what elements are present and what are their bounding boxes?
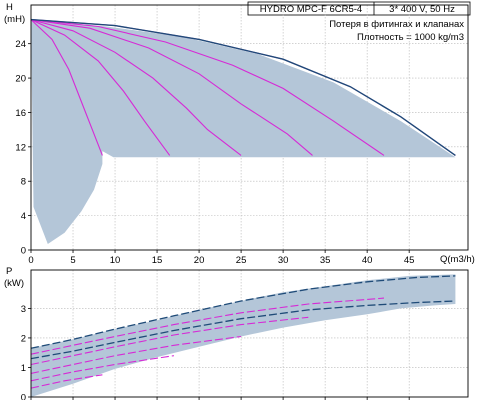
operating-area <box>31 19 456 244</box>
x-tick-label: 25 <box>236 255 247 266</box>
header-note-fittings: Потеря в фитингах и клапанах <box>329 19 464 30</box>
power-axis-label-p: P <box>6 266 12 277</box>
head-chart-axes: 0 5 10 15 20 25 30 35 40 45 0 4 8 12 16 20 24 <box>15 4 469 266</box>
y-tick-label: 2 <box>21 333 26 344</box>
y-tick-label: 0 <box>21 393 26 401</box>
curve-series-2 <box>30 19 171 156</box>
y-tick-label: 8 <box>21 177 26 188</box>
y-tick-label: 4 <box>21 211 26 222</box>
y-tick-label: 24 <box>15 39 26 50</box>
x-tick-label: 35 <box>320 255 331 266</box>
curve-series-3 <box>30 297 385 355</box>
x-tick-label: 30 <box>278 255 289 266</box>
curve-series-5 <box>30 335 242 374</box>
x-tick-label: 20 <box>194 255 205 266</box>
curve-series-3 <box>30 19 242 156</box>
head-chart-curves <box>30 18 456 156</box>
x-tick-label: 40 <box>362 255 373 266</box>
curve-series-7 <box>30 374 103 389</box>
curve-series-1 <box>30 19 103 156</box>
header-supply: 3* 400 V, 50 Hz <box>389 4 455 15</box>
curve-envelope-edge <box>30 18 456 156</box>
head-axis-label-q: Q(m3/h) <box>440 254 475 265</box>
y-tick-label: 0 <box>21 246 26 257</box>
curve-series-1 <box>30 275 456 349</box>
y-tick-label: 3 <box>21 304 26 315</box>
power-axis-label-unit: (kW) <box>4 278 24 289</box>
y-tick-label: 16 <box>15 108 26 119</box>
x-tick-label: 0 <box>28 255 33 266</box>
header-note-density: Плотность = 1000 kg/m3 <box>357 32 464 43</box>
power-chart-curves <box>30 275 456 389</box>
y-tick-label: 12 <box>15 142 26 153</box>
power-band <box>31 274 456 397</box>
head-chart-operating-area <box>31 19 456 244</box>
head-axis-label-unit: (mH) <box>4 14 25 25</box>
power-chart-band <box>31 274 456 397</box>
curve-series-6 <box>30 355 174 382</box>
power-chart-axes: 0 1 2 3 <box>21 269 469 404</box>
x-tick-label: 10 <box>110 255 121 266</box>
plot-frame <box>30 269 469 398</box>
plot-frame <box>30 4 469 251</box>
x-tick-label: 15 <box>152 255 163 266</box>
curve-series-2 <box>30 300 456 360</box>
head-axis-label-h: H <box>6 2 13 13</box>
x-tick-label: 45 <box>404 255 415 266</box>
curve-series-4 <box>30 19 313 156</box>
header-model: HYDRO MPC-F 6CR5-4 <box>260 4 362 15</box>
y-tick-label: 1 <box>21 363 26 374</box>
curve-series-4 <box>30 316 309 366</box>
x-tick-label: 5 <box>70 255 75 266</box>
y-tick-label: 20 <box>15 74 26 85</box>
curve-series-5 <box>30 19 385 156</box>
